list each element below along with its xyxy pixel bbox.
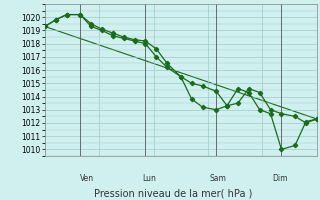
Text: Dim: Dim bbox=[272, 174, 287, 183]
Text: Sam: Sam bbox=[210, 174, 227, 183]
Text: Lun: Lun bbox=[142, 174, 156, 183]
Text: Ven: Ven bbox=[80, 174, 94, 183]
Text: Pression niveau de la mer( hPa ): Pression niveau de la mer( hPa ) bbox=[94, 188, 252, 198]
